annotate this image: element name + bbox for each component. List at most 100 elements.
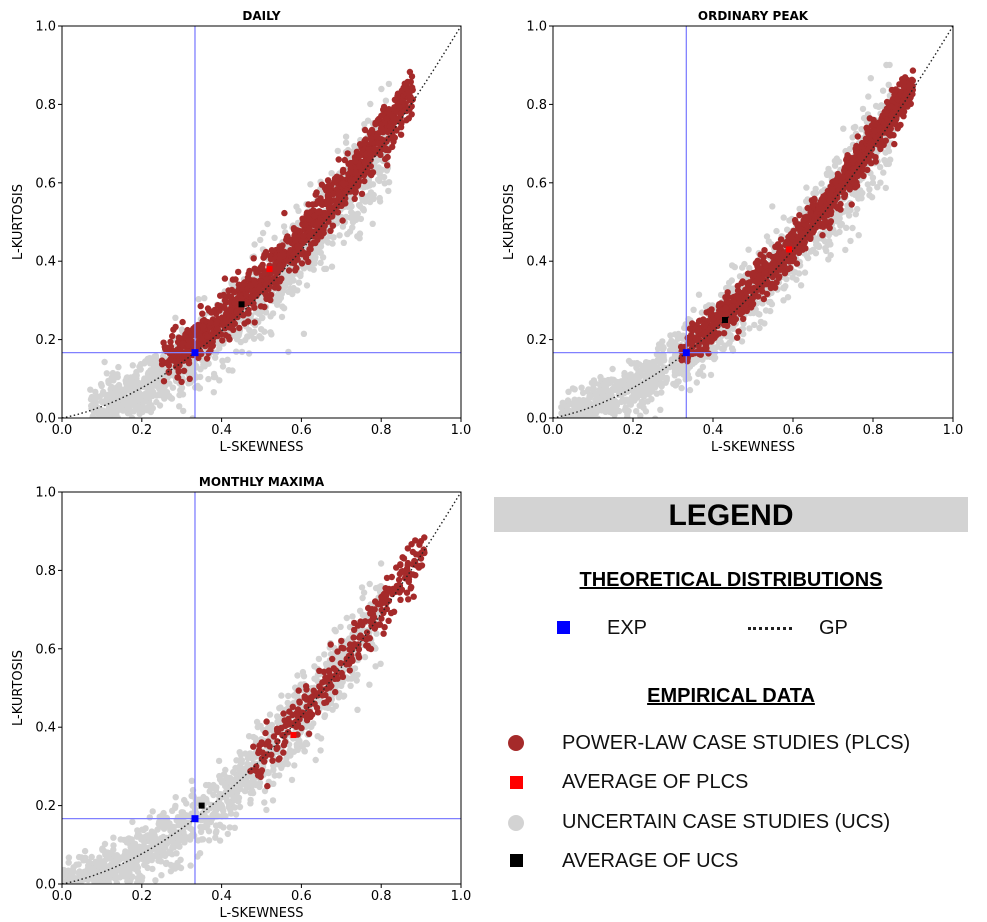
ucs-point bbox=[633, 359, 641, 367]
ucs-point bbox=[233, 348, 240, 355]
ucs-point bbox=[825, 165, 832, 173]
plcs-point bbox=[352, 168, 359, 176]
plcs-point bbox=[300, 232, 307, 240]
plcs-point bbox=[876, 124, 884, 132]
ucs-point bbox=[865, 93, 872, 100]
ucs-point bbox=[693, 379, 700, 386]
ucs-point bbox=[279, 303, 286, 310]
ucs-point bbox=[768, 301, 776, 308]
ucs-point bbox=[645, 359, 652, 367]
ucs-point bbox=[295, 207, 302, 214]
ucs-point bbox=[377, 166, 384, 173]
ucs-point bbox=[197, 373, 204, 381]
plcs-point bbox=[160, 339, 167, 346]
ucs-point bbox=[887, 156, 894, 163]
ucs-point bbox=[843, 224, 850, 231]
plcs-point bbox=[740, 315, 747, 323]
ucs-point bbox=[128, 390, 135, 397]
plcs-point bbox=[689, 320, 696, 327]
ucs-point bbox=[342, 133, 350, 140]
plcs-point bbox=[325, 182, 333, 189]
plcs-point bbox=[399, 98, 406, 106]
ucs-point bbox=[746, 264, 753, 272]
plcs-points bbox=[158, 68, 416, 386]
plcs-point bbox=[783, 238, 790, 246]
ucs-point bbox=[739, 264, 746, 271]
ucs-point bbox=[369, 181, 377, 188]
ucs-point bbox=[322, 265, 330, 272]
ucs-point bbox=[765, 238, 772, 245]
ucs-point bbox=[725, 279, 733, 287]
ucs-point bbox=[129, 362, 136, 369]
plcs-point bbox=[724, 289, 731, 296]
plcs-point bbox=[880, 128, 887, 136]
ucs-point bbox=[156, 390, 163, 398]
plcs-point bbox=[755, 293, 762, 300]
plcs-point bbox=[696, 346, 703, 354]
plcs-point bbox=[279, 250, 286, 258]
plcs-point bbox=[832, 203, 839, 210]
plcs-point bbox=[735, 328, 742, 335]
plcs-point bbox=[769, 253, 776, 261]
ucs-point bbox=[133, 372, 140, 379]
ucs-point bbox=[219, 358, 226, 365]
ucs-point bbox=[336, 232, 343, 239]
chart-daily: 0.00.00.20.20.40.40.60.60.80.81.01.0DAIL… bbox=[11, 9, 471, 455]
ucs-points bbox=[87, 80, 393, 418]
plcs-point bbox=[689, 350, 696, 358]
x-tick-label: 0.0 bbox=[52, 423, 73, 438]
ucs-point bbox=[631, 397, 638, 404]
plcs-point bbox=[317, 200, 324, 207]
ucs-point bbox=[578, 384, 585, 391]
plcs-point bbox=[216, 307, 223, 314]
plcs-point bbox=[226, 336, 233, 343]
plcs-point bbox=[301, 237, 308, 244]
ucs-point bbox=[348, 208, 355, 216]
plcs-point bbox=[221, 297, 229, 304]
plcs-point bbox=[735, 307, 742, 314]
plcs-point bbox=[811, 196, 818, 203]
ucs-point bbox=[225, 367, 232, 374]
ucs-point bbox=[98, 382, 105, 390]
plcs-point bbox=[202, 342, 209, 350]
ucs-point bbox=[874, 184, 881, 191]
ucs-point bbox=[855, 232, 862, 239]
y-tick-label: 0.6 bbox=[35, 176, 56, 191]
ucs-point bbox=[210, 389, 217, 396]
ucs-point bbox=[642, 408, 650, 415]
ucs-point bbox=[761, 320, 768, 327]
plcs-point bbox=[772, 243, 779, 250]
ucs-point bbox=[869, 179, 877, 187]
plcs-point bbox=[882, 137, 889, 144]
plcs-point bbox=[730, 319, 737, 326]
plcs-point bbox=[857, 154, 864, 161]
plcs-point bbox=[864, 153, 871, 161]
plcs-point bbox=[245, 275, 252, 282]
plcs-point bbox=[705, 350, 712, 357]
plcs-point bbox=[227, 307, 234, 314]
ucs-point bbox=[633, 377, 641, 385]
ucs-point bbox=[882, 184, 889, 192]
plcs-point bbox=[785, 265, 792, 272]
ucs-point bbox=[385, 187, 392, 195]
ucs-point bbox=[147, 391, 155, 399]
ucs-point bbox=[616, 381, 623, 389]
ucs-point bbox=[803, 184, 810, 191]
plcs-point bbox=[339, 168, 347, 176]
plcs-point bbox=[356, 163, 363, 170]
plcs-point bbox=[199, 310, 206, 317]
plcs-point bbox=[398, 120, 405, 127]
ucs-point bbox=[269, 310, 277, 317]
plcs-point bbox=[720, 330, 728, 337]
ucs-point bbox=[151, 362, 158, 369]
plcs-point bbox=[294, 243, 301, 250]
ucs-point bbox=[740, 320, 747, 327]
plcs-point bbox=[178, 341, 185, 348]
plcs-point bbox=[809, 202, 816, 209]
ucs-point bbox=[867, 75, 874, 82]
ucs-point bbox=[317, 259, 324, 266]
ucs-point bbox=[801, 269, 809, 276]
plcs-point bbox=[866, 145, 873, 152]
x-tick-label: 0.4 bbox=[211, 423, 232, 438]
ucs-point bbox=[615, 387, 623, 394]
